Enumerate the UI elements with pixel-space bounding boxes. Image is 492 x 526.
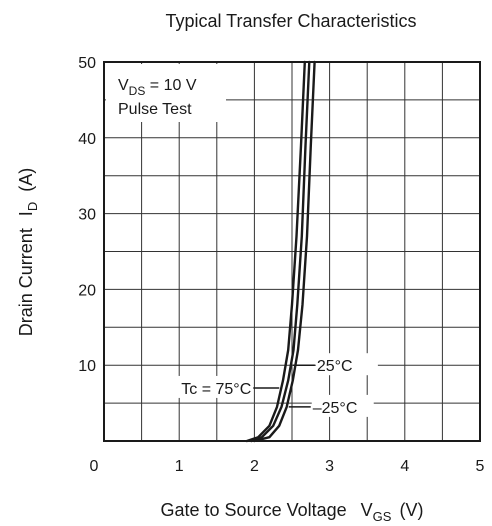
annotation-background bbox=[158, 375, 252, 398]
x-tick-label: 1 bbox=[175, 458, 184, 475]
y-tick-label: 10 bbox=[78, 358, 96, 375]
annotation-background bbox=[315, 353, 378, 376]
vds-condition: VDS = 10 V bbox=[118, 77, 197, 98]
annotation-background bbox=[311, 394, 374, 417]
y-tick-label: 40 bbox=[78, 131, 96, 148]
conditions-background bbox=[106, 64, 226, 122]
conditions-box: VDS = 10 V Pulse Test bbox=[106, 64, 226, 122]
series-line-0 bbox=[245, 60, 306, 443]
x-tick-label: 0 bbox=[90, 458, 99, 475]
series-line-1 bbox=[250, 60, 311, 443]
y-tick-label: 30 bbox=[78, 207, 96, 224]
axis-ticks: 0 1 2 3 4 5 10 20 30 40 50 bbox=[78, 55, 484, 475]
chart-title: Typical Transfer Characteristics bbox=[165, 11, 416, 31]
y-tick-label: 20 bbox=[78, 282, 96, 299]
pulse-test-label: Pulse Test bbox=[118, 101, 192, 118]
series-label-25c: 25°C bbox=[317, 358, 353, 375]
x-axis-label: Gate to Source Voltage VGS (V) bbox=[161, 500, 424, 524]
x-tick-label: 2 bbox=[250, 458, 259, 475]
series-labels: Tc = 75°C 25°C –25°C bbox=[158, 353, 378, 417]
x-tick-label: 5 bbox=[476, 458, 485, 475]
y-tick-label: 50 bbox=[78, 55, 96, 72]
y-axis-label: Drain CurrentID(A) bbox=[16, 168, 40, 336]
x-tick-label: 3 bbox=[325, 458, 334, 475]
x-tick-label: 4 bbox=[400, 458, 409, 475]
series-label-75c: Tc = 75°C bbox=[181, 381, 251, 398]
series-label-minus25c: –25°C bbox=[313, 400, 358, 417]
plot-frame bbox=[103, 61, 481, 442]
